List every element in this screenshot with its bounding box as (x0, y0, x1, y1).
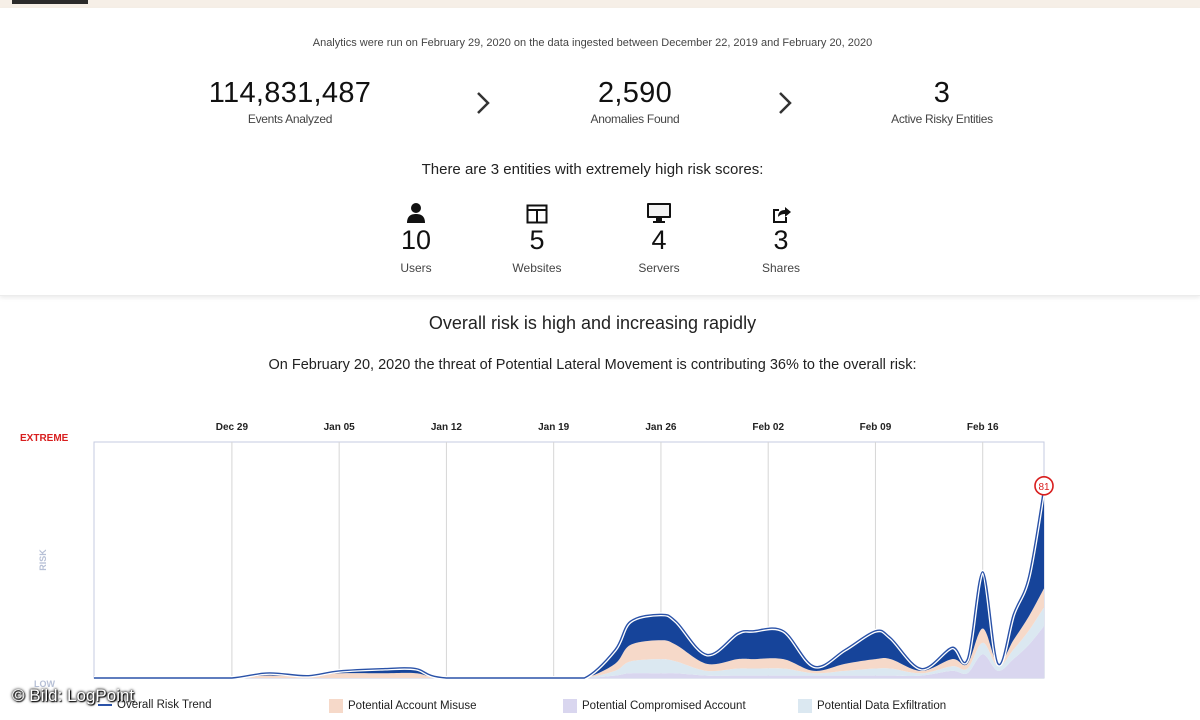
share-icon (731, 200, 831, 224)
stat-value: 2,590 (597, 77, 673, 109)
area-data-exfiltration (94, 607, 1044, 678)
watermark-text: Bild: LogPoint (29, 686, 135, 705)
y-label-low: LOW (34, 679, 55, 689)
legend-swatch (329, 699, 343, 713)
entity-label: Servers (638, 261, 680, 275)
active-tab-indicator[interactable] (12, 0, 88, 4)
stat-label: Events Analyzed (247, 112, 333, 126)
area-lateral-movement (94, 486, 1044, 678)
stat-anomalies-found: 2,590 Anomalies Found (535, 77, 735, 126)
plot-area (93, 441, 1045, 679)
legend-label: Potential Account Misuse (348, 700, 477, 712)
stat-value: 3 (933, 77, 951, 109)
risk-headline: Overall risk is high and increasing rapi… (428, 313, 757, 333)
entities-heading: There are 3 entities with extremely high… (421, 161, 764, 178)
x-tick-label: Jan 05 (324, 422, 356, 433)
x-tick-label: Jan 26 (645, 422, 677, 433)
x-tick-label: Jan 19 (538, 422, 570, 433)
stat-label: Active Risky Entities (891, 112, 993, 126)
website-icon (487, 200, 587, 224)
legend-swatch (798, 699, 812, 713)
x-tick-label: Feb 09 (860, 422, 892, 433)
entity-websites[interactable]: 5 Websites (487, 200, 587, 275)
entity-label: Shares (761, 261, 801, 275)
legend-swatch (98, 704, 112, 706)
chart-legend: Overall Risk Trend Potential Account Mis… (0, 699, 1200, 719)
area-compromised-account (94, 626, 1044, 678)
y-axis-label: RISK (38, 549, 48, 571)
chevron-right-icon (475, 90, 491, 122)
legend-item-data-exfiltration[interactable]: Potential Data Exfiltration (798, 699, 946, 713)
risk-subline: On February 20, 2020 the threat of Poten… (268, 357, 917, 373)
x-tick-label: Feb 16 (967, 422, 999, 433)
risk-score-value: 81 (1038, 482, 1050, 493)
legend-label: Potential Data Exfiltration (817, 700, 947, 712)
legend-item-overall-risk-trend[interactable]: Overall Risk Trend (98, 699, 212, 711)
stat-value: 114,831,487 (208, 77, 372, 109)
top-tab-bar (0, 0, 1200, 8)
stat-events-analyzed: 114,831,487 Events Analyzed (190, 77, 390, 126)
run-info: Analytics were run on February 29, 2020 … (312, 37, 873, 49)
stat-active-risky-entities: 3 Active Risky Entities (842, 77, 1042, 126)
summary-panel: Analytics were run on February 29, 2020 … (0, 8, 1200, 296)
stat-label: Anomalies Found (590, 112, 680, 126)
user-icon (366, 200, 466, 224)
legend-label: Overall Risk Trend (117, 699, 212, 711)
risk-trend-line (94, 486, 1045, 679)
risk-trend-chart[interactable]: Dec 29 Jan 05 Jan 12 Jan 19 Jan 26 Feb 02 Feb … (0, 405, 1200, 695)
entity-users[interactable]: 10 Users (366, 200, 466, 275)
entity-count: 10 (400, 225, 432, 255)
y-label-extreme: EXTREME (20, 433, 69, 444)
entity-count: 4 (651, 225, 667, 255)
image-credit-watermark: © Bild: LogPoint (12, 686, 135, 705)
entity-count: 5 (529, 225, 545, 255)
risk-score-marker (1034, 476, 1054, 496)
entity-servers[interactable]: 4 Servers (609, 200, 709, 275)
x-tick-label: Jan 12 (431, 422, 463, 433)
entity-label: Websites (512, 261, 562, 275)
x-tick-label: Dec 29 (216, 422, 249, 433)
legend-item-account-misuse[interactable]: Potential Account Misuse (329, 699, 477, 713)
legend-item-compromised-account[interactable]: Potential Compromised Account (563, 699, 746, 713)
entity-count: 3 (773, 225, 789, 255)
entity-shares[interactable]: 3 Shares (731, 200, 831, 275)
x-tick-label: Feb 02 (752, 422, 784, 433)
legend-swatch (563, 699, 577, 713)
server-icon (609, 200, 709, 224)
entity-label: Users (400, 261, 432, 275)
chevron-right-icon (777, 90, 793, 122)
legend-label: Potential Compromised Account (582, 700, 746, 712)
